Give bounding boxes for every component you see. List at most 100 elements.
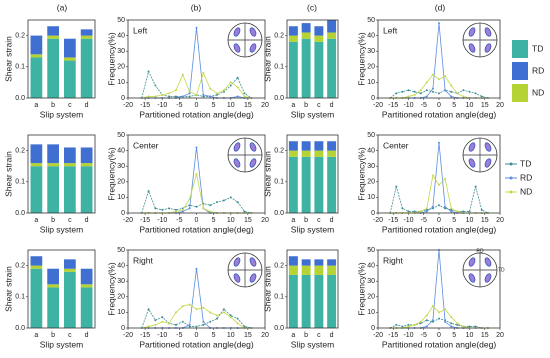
y-axis-label: Frequency(%) — [356, 32, 366, 86]
y-tick-label: 0.0 — [15, 210, 25, 217]
grain-icon — [468, 43, 476, 53]
x-axis-label: Slip system — [40, 339, 83, 349]
point — [456, 210, 459, 213]
legend-label: TD — [520, 158, 531, 168]
legend-marker — [509, 176, 513, 180]
grain-icon — [233, 142, 241, 152]
point — [438, 92, 440, 95]
bar-segment — [301, 259, 311, 266]
legend-label: ND — [520, 186, 532, 196]
point — [425, 208, 428, 211]
point — [229, 81, 232, 84]
point — [147, 70, 150, 73]
x-tick-label: 0 — [437, 102, 441, 109]
point — [419, 92, 422, 95]
y-tick-label: 30 — [367, 163, 375, 170]
x-tick-label: 20 — [496, 102, 504, 109]
bar-segment — [80, 29, 93, 36]
point — [236, 201, 239, 204]
point — [188, 95, 191, 98]
point — [425, 319, 428, 322]
bar-segment — [301, 23, 311, 33]
point — [450, 210, 453, 213]
bar-segment — [327, 156, 337, 213]
bar-segment — [30, 35, 43, 55]
bar-segment — [47, 35, 59, 39]
point — [438, 204, 440, 207]
point — [236, 86, 239, 89]
point — [209, 95, 212, 98]
point — [229, 196, 232, 199]
panel-label: (b) — [191, 2, 202, 12]
y-axis-label: Shear strain — [3, 266, 13, 312]
point — [161, 320, 164, 323]
bar-segment — [30, 144, 43, 164]
grain-icon — [249, 43, 257, 53]
x-tick-label: -15 — [388, 217, 398, 224]
y-axis-label: Shear strain — [3, 36, 13, 82]
grain-icon — [484, 273, 492, 283]
point — [462, 325, 465, 328]
y-tick-label: 40 — [117, 147, 125, 154]
y-axis-label: Shear strain — [262, 151, 272, 197]
y-tick-label: 40 — [367, 262, 375, 269]
point — [462, 210, 465, 213]
point — [195, 205, 198, 208]
y-tick-label: 10 — [117, 309, 125, 316]
point — [431, 207, 434, 210]
grain-icon — [233, 257, 241, 267]
bar-segment — [327, 32, 337, 39]
y-axis-label: Shear strain — [3, 151, 13, 197]
x-tick-label: -5 — [176, 332, 182, 339]
y-tick-label: 50 — [367, 247, 375, 254]
bar-segment — [47, 38, 59, 98]
y-tick-label: 50 — [117, 17, 125, 24]
point — [413, 323, 416, 326]
bar-segment — [80, 38, 93, 98]
x-tick-label: 15 — [244, 332, 252, 339]
plot-frame — [27, 19, 96, 99]
grain-icon — [468, 257, 476, 267]
point — [181, 305, 184, 308]
point — [229, 316, 232, 319]
y-tick-label: 0.2 — [15, 262, 25, 269]
x-tick-label: -20 — [373, 332, 383, 339]
y-axis-label: Frequency(%) — [106, 262, 116, 316]
point — [188, 303, 191, 306]
grain-icon — [468, 273, 476, 283]
y-tick-label: 40 — [367, 147, 375, 154]
bar-segment — [80, 35, 93, 39]
x-tick-label: a — [291, 332, 295, 339]
x-tick-label: 0 — [195, 217, 199, 224]
x-tick-label: 5 — [212, 102, 216, 109]
bar-segment — [64, 268, 76, 272]
y-tick-label: 20 — [367, 294, 375, 301]
bar-segment — [327, 38, 337, 98]
x-tick-label: 5 — [452, 102, 456, 109]
grain-icon — [468, 27, 476, 37]
point — [395, 323, 398, 326]
x-tick-label: -10 — [157, 217, 167, 224]
y-axis-label: Shear strain — [262, 266, 272, 312]
y-tick-label: 0 — [121, 95, 125, 102]
grain-icon — [249, 27, 257, 37]
bar-segment — [64, 38, 76, 58]
point — [407, 95, 410, 98]
bar-segment — [314, 156, 324, 213]
point — [195, 267, 198, 270]
x-tick-label: b — [304, 217, 308, 224]
series-line — [390, 174, 488, 214]
bar-segment — [301, 141, 311, 151]
y-tick-label: 50 — [117, 132, 125, 139]
point — [450, 322, 453, 325]
y-tick-label: 30 — [117, 163, 125, 170]
bar-segment — [47, 26, 59, 36]
x-axis-label: Slip system — [40, 109, 83, 119]
x-axis-label: Partitioned rotation angle(deg) — [139, 339, 254, 349]
y-tick-label: 10 — [367, 194, 375, 201]
point — [188, 197, 191, 200]
plot-frame — [377, 249, 501, 329]
plot-frame — [377, 134, 501, 214]
x-tick-label: d — [85, 217, 89, 224]
point — [425, 89, 428, 92]
